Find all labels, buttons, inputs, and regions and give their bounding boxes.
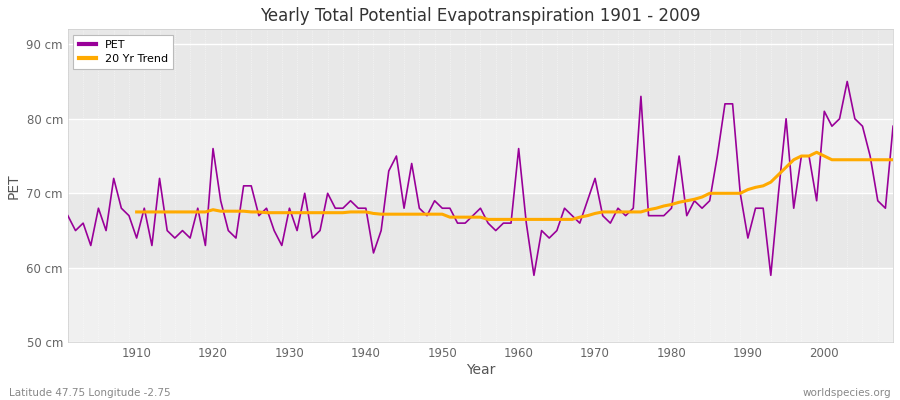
PET <box>62 213 73 218</box>
PET <box>123 213 134 218</box>
20 Yr Trend <box>482 217 493 222</box>
Bar <box>68 268 893 342</box>
20 Yr Trend <box>887 157 898 162</box>
20 Yr Trend <box>131 210 142 214</box>
X-axis label: Year: Year <box>466 363 495 377</box>
20 Yr Trend <box>307 210 318 215</box>
20 Yr Trend <box>811 150 822 155</box>
20 Yr Trend <box>865 157 876 162</box>
20 Yr Trend <box>590 211 600 216</box>
PET <box>292 228 302 233</box>
PET <box>338 206 348 211</box>
Y-axis label: PET: PET <box>7 173 21 199</box>
Line: PET: PET <box>68 82 893 275</box>
20 Yr Trend <box>276 210 287 215</box>
20 Yr Trend <box>842 157 852 162</box>
Line: 20 Yr Trend: 20 Yr Trend <box>137 152 893 219</box>
Text: worldspecies.org: worldspecies.org <box>803 388 891 398</box>
PET <box>613 206 624 211</box>
PET <box>513 146 524 151</box>
20 Yr Trend <box>528 217 539 222</box>
PET <box>506 221 517 226</box>
Legend: PET, 20 Yr Trend: PET, 20 Yr Trend <box>74 35 173 70</box>
PET <box>842 79 852 84</box>
Bar <box>68 119 893 193</box>
Text: Latitude 47.75 Longitude -2.75: Latitude 47.75 Longitude -2.75 <box>9 388 171 398</box>
Title: Yearly Total Potential Evapotranspiration 1901 - 2009: Yearly Total Potential Evapotranspiratio… <box>260 7 701 25</box>
PET <box>887 124 898 129</box>
PET <box>528 273 539 278</box>
